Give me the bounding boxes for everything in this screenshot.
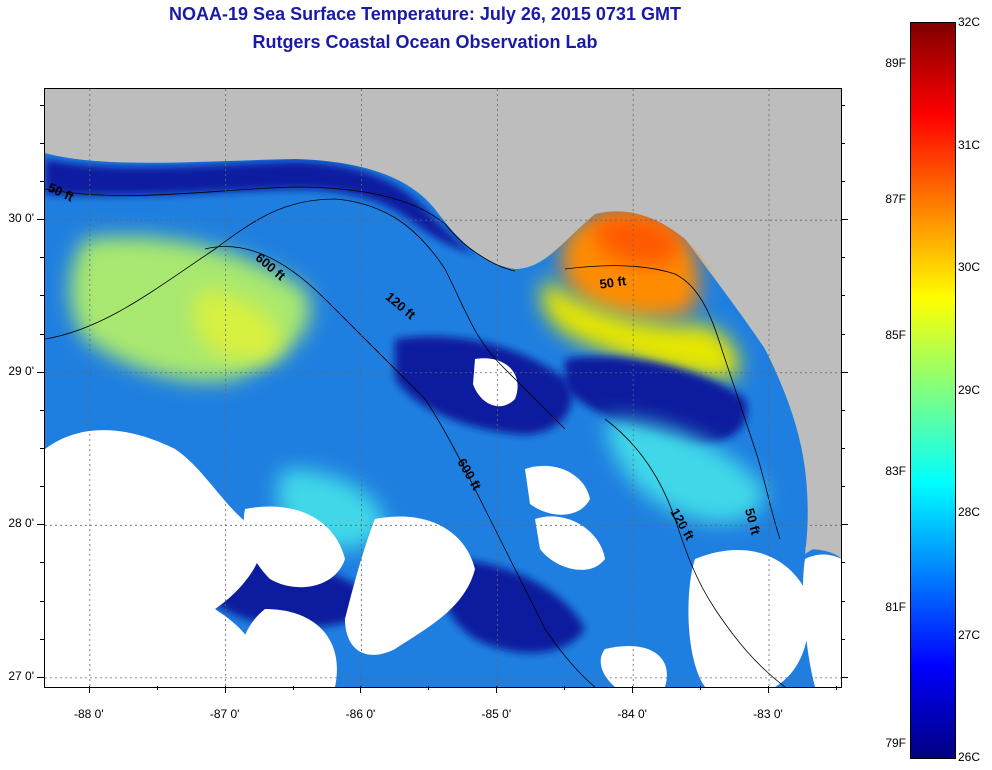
lat-minor-tick	[40, 562, 44, 564]
colorbar-celsius-label: 30C	[958, 260, 981, 274]
sst-map-canvas: 50 ft 120 ft 600 ft 50 ft 600 ft 120 ft …	[45, 89, 841, 687]
cloud-region-s1	[243, 506, 345, 588]
colorbar-celsius-label: 31C	[958, 137, 981, 152]
lat-minor-tick	[841, 448, 845, 450]
colorbar-fahrenheit-label: 89F	[885, 55, 906, 70]
lat-minor-tick	[37, 219, 44, 221]
dark-patch-2	[565, 356, 747, 445]
lat-minor-tick	[841, 257, 845, 259]
contour-600ft	[204, 246, 596, 687]
lat-minor-tick	[40, 257, 44, 259]
contour-label-7: 50 ft	[742, 507, 764, 537]
colorbar-celsius-label: 27C	[958, 627, 981, 642]
lon-minor-tick	[292, 686, 294, 690]
lon-tick-label: -88 0'	[73, 707, 104, 721]
lat-minor-tick	[40, 142, 44, 144]
lon-tick-label: -87 0'	[209, 707, 240, 721]
contour-50ft-east	[564, 265, 781, 540]
cloud-region-mid	[525, 465, 590, 515]
lon-tick-label: -86 0'	[345, 707, 376, 721]
cloud-region-se1	[535, 516, 605, 570]
lat-minor-tick	[37, 371, 44, 373]
cloud-region-s4	[600, 645, 667, 687]
cloud-region-se3	[803, 554, 841, 687]
colorbar-fahrenheit-label: 83F	[885, 464, 906, 479]
dark-patch-4	[441, 559, 585, 653]
contour-label-4: 50 ft	[599, 273, 628, 292]
colorbar-celsius-label: 26C	[958, 750, 981, 764]
lat-tick-label: 30 0'	[8, 211, 34, 226]
lon-minor-tick	[224, 686, 226, 690]
colorbar-celsius-label: 32C	[958, 15, 981, 29]
lon-minor-tick	[496, 686, 498, 690]
lat-minor-tick	[841, 333, 845, 335]
north-coast-land	[45, 89, 685, 269]
hot-spot-region	[594, 215, 681, 266]
lat-minor-tick	[841, 219, 848, 221]
lat-minor-tick	[40, 638, 44, 640]
colorbar-fahrenheit-label: 79F	[885, 736, 906, 751]
lat-minor-tick	[37, 676, 44, 678]
lat-minor-tick	[841, 524, 848, 526]
lon-minor-tick	[632, 686, 634, 690]
contour-50ft-west	[45, 186, 516, 272]
lat-minor-tick	[841, 104, 845, 106]
cloud-region-s2	[345, 516, 475, 655]
cloud-region-se2	[688, 550, 809, 687]
lon-minor-tick	[428, 686, 430, 690]
lon-minor-tick	[835, 686, 837, 690]
sst-map[interactable]: 50 ft 120 ft 600 ft 50 ft 600 ft 120 ft …	[44, 88, 842, 688]
lon-minor-tick	[156, 686, 158, 690]
lat-minor-tick	[40, 409, 44, 411]
colorbar-celsius-label: 28C	[958, 505, 981, 519]
lon-tick-label: -84 0'	[617, 707, 647, 721]
lat-minor-tick	[841, 486, 845, 488]
lat-minor-tick	[40, 104, 44, 106]
cloud-region-s3	[240, 609, 337, 687]
lat-minor-tick	[40, 295, 44, 297]
lon-minor-tick	[768, 686, 769, 690]
lon-minor-tick	[700, 686, 702, 690]
lat-minor-tick	[40, 486, 44, 488]
lat-minor-tick	[40, 600, 44, 602]
lat-tick-label: 27 0'	[8, 668, 34, 683]
florida-peninsula	[685, 89, 841, 554]
lon-minor-tick	[88, 686, 90, 690]
colorbar-celsius-label: 29C	[958, 382, 981, 397]
map-title: NOAA-19 Sea Surface Temperature: July 26…	[169, 4, 681, 24]
yellow-patch-west	[193, 289, 281, 362]
lat-minor-tick	[40, 448, 44, 450]
lon-minor-tick	[564, 686, 566, 690]
colorbar-fahrenheit-label: 81F	[885, 600, 906, 615]
lat-minor-tick	[841, 371, 848, 373]
lat-minor-tick	[841, 600, 845, 602]
lat-minor-tick	[37, 524, 44, 526]
colorbar-fahrenheit-label: 85F	[885, 328, 906, 343]
lon-tick-label: -85 0'	[481, 707, 512, 721]
lat-minor-tick	[841, 295, 845, 297]
lat-tick-label: 29 0'	[8, 363, 34, 378]
contour-120ft	[45, 198, 566, 430]
color-bar	[910, 22, 956, 759]
contour-120ft-east	[604, 418, 786, 687]
lon-minor-tick	[360, 686, 362, 690]
lat-minor-tick	[841, 638, 845, 640]
lat-minor-tick	[841, 676, 848, 678]
map-subtitle: Rutgers Coastal Ocean Observation Lab	[252, 32, 598, 52]
yellow-nearshore-region	[541, 279, 739, 379]
lat-tick-label: 28 0'	[8, 516, 34, 531]
lat-minor-tick	[841, 409, 845, 411]
cyan-patch-1	[605, 419, 765, 523]
lat-minor-tick	[841, 142, 845, 144]
colorbar-fahrenheit-label: 87F	[885, 191, 906, 206]
lat-minor-tick	[841, 181, 845, 183]
lat-minor-tick	[841, 562, 845, 564]
cool-coastal-band	[45, 159, 475, 254]
lon-tick-label: -83 0'	[753, 707, 783, 721]
lat-minor-tick	[40, 333, 44, 335]
cloud-region-sw	[45, 430, 262, 687]
lat-minor-tick	[40, 181, 44, 183]
